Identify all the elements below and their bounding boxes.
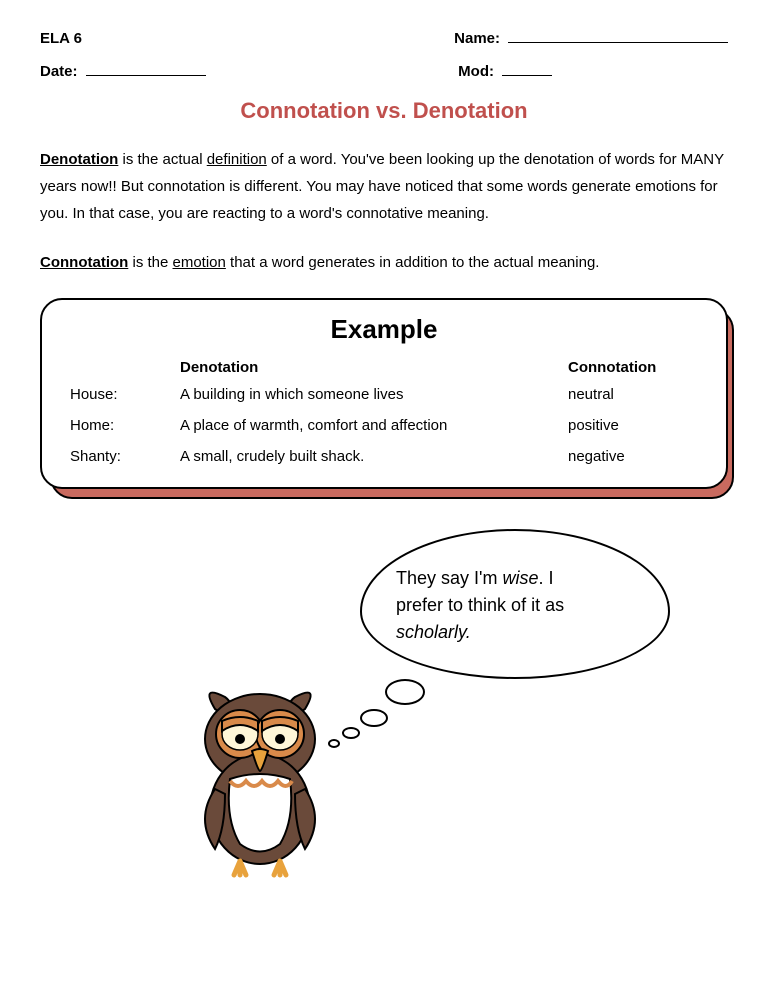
table-row: House: A building in which someone lives… [70, 386, 698, 403]
header-row-2: Date: Mod: [40, 63, 728, 80]
row-word: House: [70, 386, 180, 403]
bubble-scholarly: scholarly. [396, 622, 471, 642]
connotation-term: Connotation [40, 254, 128, 271]
row-denotation: A small, crudely built shack. [180, 448, 568, 465]
example-title: Example [70, 314, 698, 345]
header-connotation: Connotation [568, 359, 698, 376]
thought-dot-icon [360, 709, 388, 727]
thought-dot-icon [385, 679, 425, 705]
row-word: Shanty: [70, 448, 180, 465]
row-connotation: positive [568, 417, 698, 434]
mod-blank[interactable] [502, 75, 552, 76]
header-row-1: ELA 6 Name: [40, 30, 728, 47]
bubble-line2: prefer to think of it as [396, 595, 564, 615]
con-t2: that a word generates in addition to the… [226, 254, 600, 271]
den-underlined: definition [207, 151, 267, 168]
illustration: They say I'm wise. I prefer to think of … [40, 529, 728, 889]
page-title: Connotation vs. Denotation [40, 98, 728, 124]
connotation-line: Connotation is the emotion that a word g… [40, 249, 728, 276]
example-box: Example Denotation Connotation House: A … [40, 298, 728, 489]
owl-icon [180, 679, 350, 879]
header-denotation: Denotation [180, 359, 568, 376]
mod-label: Mod: [458, 63, 494, 80]
thought-bubble: They say I'm wise. I prefer to think of … [360, 529, 670, 679]
con-t1: is the [128, 254, 172, 271]
name-cell: Name: [454, 30, 728, 47]
date-label: Date: [40, 63, 78, 80]
den-t1: is the actual [118, 151, 206, 168]
course-cell: ELA 6 [40, 30, 82, 47]
bubble-line1c: . I [538, 568, 553, 588]
table-row: Home: A place of warmth, comfort and aff… [70, 417, 698, 434]
name-blank[interactable] [508, 42, 728, 43]
example-headers: Denotation Connotation [70, 359, 698, 376]
mod-cell: Mod: [458, 63, 552, 80]
title-text: Connotation vs. Denotation [240, 98, 527, 123]
name-label: Name: [454, 30, 500, 47]
example-container: Example Denotation Connotation House: A … [40, 298, 728, 489]
bubble-wise: wise [502, 568, 538, 588]
course-label: ELA 6 [40, 30, 82, 47]
row-connotation: neutral [568, 386, 698, 403]
row-denotation: A place of warmth, comfort and affection [180, 417, 568, 434]
row-connotation: negative [568, 448, 698, 465]
con-underlined: emotion [173, 254, 226, 271]
bubble-line1a: They say I'm [396, 568, 502, 588]
table-row: Shanty: A small, crudely built shack. ne… [70, 448, 698, 465]
date-cell: Date: [40, 63, 206, 80]
row-word: Home: [70, 417, 180, 434]
col-word-spacer [70, 359, 180, 376]
date-blank[interactable] [86, 75, 206, 76]
row-denotation: A building in which someone lives [180, 386, 568, 403]
denotation-paragraph: Denotation is the actual definition of a… [40, 146, 728, 227]
denotation-term: Denotation [40, 151, 118, 168]
